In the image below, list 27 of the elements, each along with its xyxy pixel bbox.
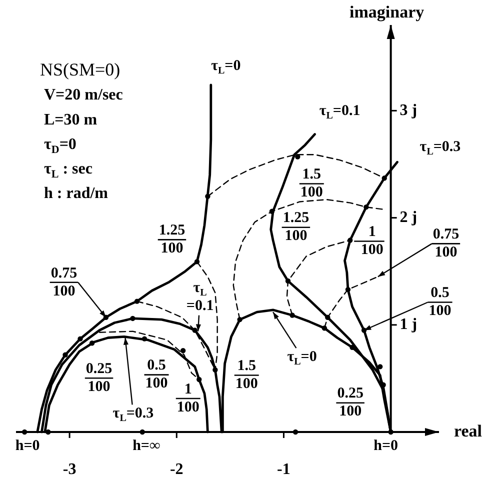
- x-axis-title: real: [454, 421, 482, 440]
- annotation: 0.5 100: [145, 358, 168, 392]
- annotation: 0.5 100: [428, 285, 452, 320]
- y-axis-title: imaginary: [350, 2, 425, 22]
- annotation: 1.5 100: [235, 358, 258, 392]
- y-tick-label: 3 j: [400, 102, 418, 119]
- annotation: 1.25 100: [158, 222, 186, 257]
- x-tick-label: -3: [62, 461, 76, 478]
- annotation: 1.25 100: [282, 210, 310, 244]
- annotation: h=0: [15, 438, 40, 454]
- annotation: NS(SM=0): [40, 60, 120, 80]
- x-tick-label: -2: [170, 461, 184, 478]
- annotation: 1.5 100: [300, 166, 323, 201]
- annotation: 1 100: [360, 224, 384, 258]
- y-tick-label: 1 j: [400, 316, 418, 334]
- annotation: 0.25 100: [337, 386, 364, 420]
- annotation: h : rad/m: [44, 185, 109, 202]
- annotation: h=0: [374, 438, 398, 454]
- annotation: 1 100: [176, 381, 200, 416]
- x-tick-label: -1: [277, 461, 290, 478]
- annotation: 0.75 100: [432, 226, 460, 261]
- annotation: L=30 m: [44, 111, 98, 128]
- annotation: h=∞: [132, 438, 160, 454]
- annotation: 0.25 100: [86, 360, 112, 395]
- y-tick-label: 2 j: [400, 208, 418, 226]
- annotation: 0.75 100: [50, 265, 78, 300]
- annotation: V=20 m/sec: [44, 86, 123, 104]
